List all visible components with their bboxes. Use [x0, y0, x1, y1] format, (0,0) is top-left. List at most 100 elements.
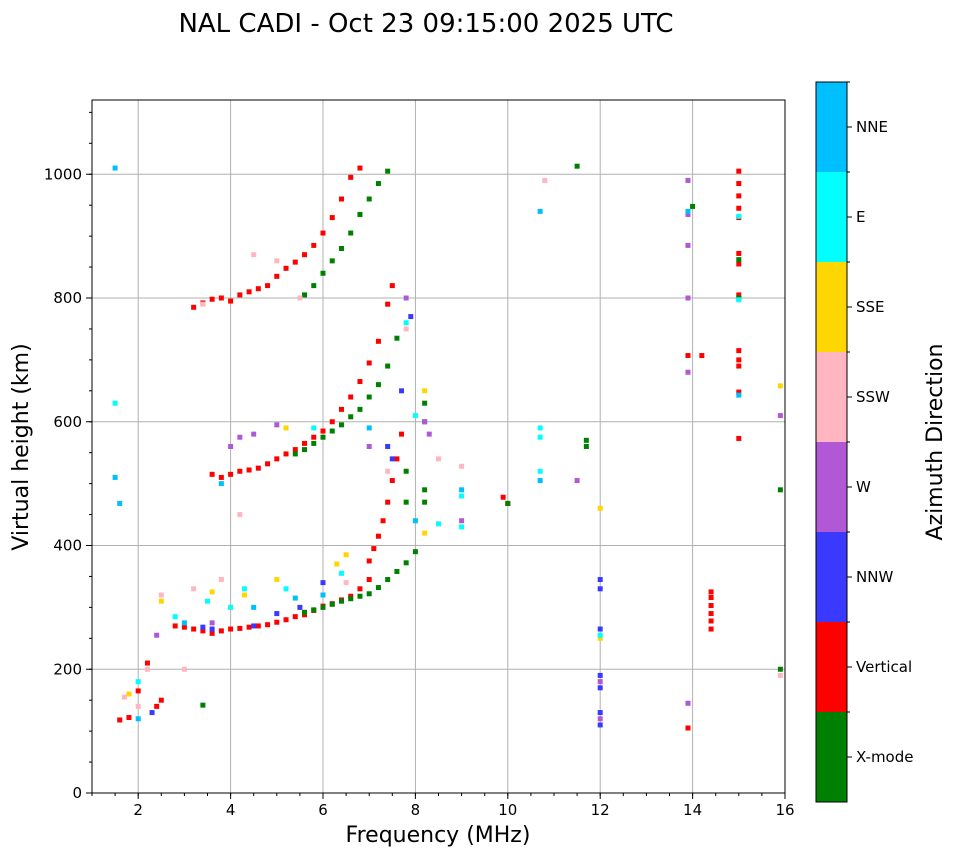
- echo-point: [537, 478, 543, 484]
- chart-title: NAL CADI - Oct 23 09:15:00 2025 UTC: [178, 9, 673, 39]
- echo-point: [274, 258, 280, 264]
- x-tick-label: 4: [226, 801, 236, 819]
- echo-point: [736, 363, 742, 369]
- echo-point: [685, 295, 691, 301]
- echo-point: [537, 208, 543, 214]
- echo-point: [209, 296, 215, 302]
- echo-point: [366, 577, 372, 583]
- echo-point: [777, 383, 783, 389]
- echo-point: [777, 413, 783, 419]
- echo-point: [459, 493, 465, 499]
- echo-point: [320, 270, 326, 276]
- echo-point: [292, 595, 298, 601]
- colorbar-segment: [816, 262, 847, 352]
- echo-point: [338, 598, 344, 604]
- echo-point: [375, 338, 381, 344]
- echo-point: [708, 611, 714, 617]
- echo-point: [228, 444, 234, 449]
- echo-point: [685, 242, 691, 248]
- echo-point: [537, 425, 543, 431]
- data-marks: [112, 163, 783, 731]
- echo-point: [597, 505, 603, 511]
- echo-point: [283, 265, 289, 271]
- colorbar-segment: [816, 532, 847, 622]
- echo-point: [251, 623, 257, 629]
- x-tick-label: 14: [683, 801, 702, 819]
- echo-point: [542, 177, 548, 183]
- echo-point: [246, 624, 252, 630]
- echo-point: [348, 230, 354, 236]
- echo-point: [311, 440, 317, 446]
- echo-point: [736, 250, 742, 256]
- echo-point: [320, 592, 326, 598]
- echo-point: [597, 632, 603, 638]
- echo-point: [375, 181, 381, 187]
- echo-point: [708, 626, 714, 632]
- echo-point: [685, 369, 691, 375]
- x-tick-label: 10: [498, 801, 517, 819]
- echo-point: [311, 607, 317, 613]
- echo-point: [385, 444, 391, 449]
- echo-point: [126, 691, 132, 697]
- echo-point: [736, 435, 742, 441]
- echo-point: [135, 716, 141, 722]
- echo-point: [302, 447, 308, 453]
- echo-point: [422, 388, 428, 394]
- echo-point: [357, 211, 363, 217]
- colorbar-tick-label: W: [856, 478, 871, 496]
- echo-point: [348, 394, 354, 400]
- echo-point: [191, 626, 197, 632]
- echo-point: [329, 428, 335, 434]
- echo-point: [389, 283, 395, 289]
- echo-point: [112, 165, 118, 171]
- echo-point: [685, 208, 691, 214]
- echo-point: [736, 181, 742, 187]
- colorbar-tick-label: SSW: [856, 388, 890, 406]
- echo-point: [218, 295, 224, 301]
- echo-point: [338, 570, 344, 576]
- colorbar-segment: [816, 172, 847, 262]
- echo-point: [777, 666, 783, 672]
- echo-point: [265, 283, 271, 289]
- echo-point: [329, 258, 335, 264]
- y-axis-label: Virtual height (km): [9, 343, 34, 550]
- echo-point: [394, 335, 400, 341]
- echo-point: [736, 392, 742, 398]
- echo-point: [251, 604, 257, 610]
- echo-point: [200, 624, 206, 630]
- echo-point: [357, 586, 363, 592]
- echo-point: [348, 414, 354, 420]
- echo-point: [366, 558, 372, 564]
- echo-point: [338, 422, 344, 428]
- echo-point: [708, 603, 714, 609]
- echo-point: [385, 468, 391, 474]
- echo-point: [375, 533, 381, 539]
- echo-point: [403, 295, 409, 301]
- colorbar-segment: [816, 352, 847, 442]
- echo-point: [311, 434, 317, 440]
- echo-point: [366, 394, 372, 400]
- echo-point: [736, 292, 742, 298]
- echo-point: [597, 716, 603, 722]
- echo-point: [274, 577, 280, 583]
- y-tick-label: 800: [53, 289, 82, 307]
- echo-point: [366, 196, 372, 202]
- echo-point: [246, 467, 252, 473]
- echo-point: [154, 632, 160, 638]
- echo-point: [436, 456, 441, 462]
- echo-point: [348, 596, 354, 602]
- colorbar-segment: [816, 622, 847, 712]
- echo-point: [537, 434, 543, 440]
- echo-point: [385, 577, 391, 583]
- echo-point: [338, 406, 344, 412]
- echo-point: [265, 461, 271, 467]
- echo-point: [459, 487, 465, 493]
- y-tick-label: 1000: [44, 165, 82, 183]
- grid-lines: [92, 100, 786, 794]
- echo-point: [334, 561, 340, 567]
- colorbar-segment: [816, 82, 847, 172]
- echo-point: [597, 586, 603, 592]
- colorbar-label: Azimuth Direction: [923, 343, 948, 540]
- echo-point: [412, 518, 418, 524]
